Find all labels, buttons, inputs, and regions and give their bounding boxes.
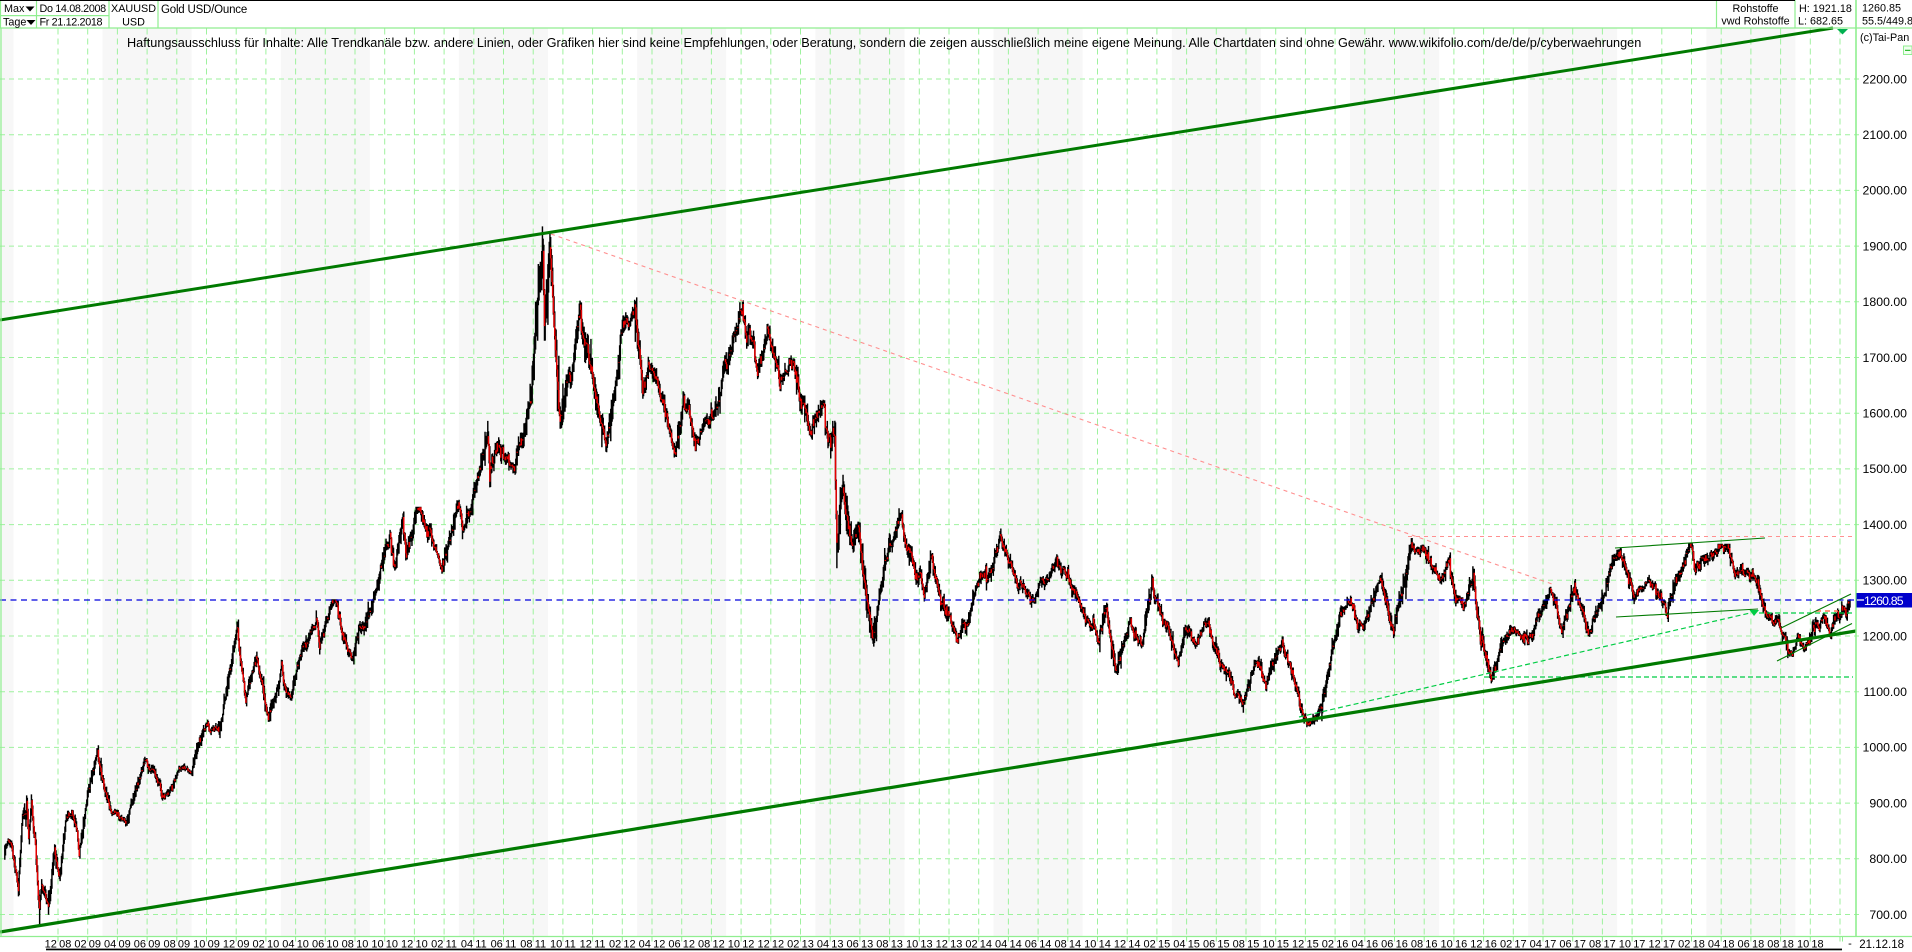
svg-text:1300.00: 1300.00 [1863, 574, 1908, 588]
svg-text:Haftungsausschluss für Inhalte: Haftungsausschluss für Inhalte: Alle Tre… [127, 36, 1641, 50]
svg-text:04 15: 04 15 [1173, 939, 1200, 951]
svg-text:Max: Max [4, 3, 25, 15]
svg-text:04 18: 04 18 [1708, 939, 1735, 951]
svg-text:21.12.18: 21.12.18 [1859, 939, 1904, 951]
svg-text:10 17: 10 17 [1619, 939, 1646, 951]
svg-text:2100.00: 2100.00 [1863, 128, 1908, 142]
svg-text:1800.00: 1800.00 [1863, 295, 1908, 309]
svg-text:08 18: 08 18 [1767, 939, 1794, 951]
svg-text:02 18: 02 18 [1678, 939, 1705, 951]
svg-text:06 14: 06 14 [1025, 939, 1052, 951]
svg-text:08 09: 08 09 [163, 939, 190, 951]
svg-text:06 11: 06 11 [491, 939, 517, 951]
svg-text:XAUUSD: XAUUSD [111, 3, 156, 15]
svg-text:12 11: 12 11 [580, 939, 606, 951]
svg-text:10 09: 10 09 [193, 939, 220, 951]
svg-text:02 14: 02 14 [965, 939, 992, 951]
svg-text:06 10: 06 10 [312, 939, 339, 951]
svg-text:10 16: 10 16 [1441, 939, 1468, 951]
svg-text:02 16: 02 16 [1322, 939, 1349, 951]
svg-text:10 13: 10 13 [906, 939, 933, 951]
svg-text:12 09: 12 09 [223, 939, 250, 951]
svg-text:10 11: 10 11 [550, 939, 576, 951]
svg-text:-: - [1848, 938, 1852, 950]
svg-text:1400.00: 1400.00 [1863, 518, 1908, 532]
svg-text:12 10: 12 10 [401, 939, 428, 951]
svg-text:06 17: 06 17 [1559, 939, 1586, 951]
svg-text:H: 1921.18: H: 1921.18 [1799, 3, 1852, 15]
svg-text:10 15: 10 15 [1262, 939, 1289, 951]
svg-text:08 13: 08 13 [876, 939, 903, 951]
svg-text:04 11: 04 11 [461, 939, 487, 951]
svg-text:02 09: 02 09 [74, 939, 101, 951]
svg-text:04 13: 04 13 [817, 939, 844, 951]
svg-text:08 10: 08 10 [342, 939, 369, 951]
svg-text:06 15: 06 15 [1203, 939, 1230, 951]
svg-text:1500.00: 1500.00 [1863, 462, 1908, 476]
svg-text:08 14: 08 14 [1054, 939, 1081, 951]
svg-text:12 17: 12 17 [1648, 939, 1675, 951]
svg-text:1700.00: 1700.00 [1863, 351, 1908, 365]
svg-text:1260.85: 1260.85 [1862, 3, 1901, 15]
svg-text:08 17: 08 17 [1589, 939, 1616, 951]
svg-text:04 09: 04 09 [104, 939, 131, 951]
svg-text:02 10: 02 10 [253, 939, 280, 951]
svg-text:1000.00: 1000.00 [1863, 741, 1908, 755]
svg-text:Tage: Tage [3, 17, 26, 29]
svg-text:04 12: 04 12 [639, 939, 666, 951]
svg-text:Gold USD/Ounce: Gold USD/Ounce [161, 4, 247, 16]
svg-text:06 18: 06 18 [1738, 939, 1765, 951]
svg-text:1200.00: 1200.00 [1863, 629, 1908, 643]
svg-text:06 13: 06 13 [847, 939, 874, 951]
svg-text:1260.85: 1260.85 [1864, 594, 1904, 608]
svg-text:vwd Rohstoffe: vwd Rohstoffe [1721, 16, 1789, 28]
svg-text:USD: USD [122, 17, 145, 29]
svg-text:10 14: 10 14 [1084, 939, 1111, 951]
svg-text:2000.00: 2000.00 [1863, 184, 1908, 198]
svg-text:02 11: 02 11 [431, 939, 457, 951]
svg-text:04 10: 04 10 [282, 939, 309, 951]
svg-text:08 15: 08 15 [1233, 939, 1260, 951]
svg-text:1900.00: 1900.00 [1863, 239, 1908, 253]
svg-text:08 16: 08 16 [1411, 939, 1438, 951]
svg-text:Do 14.08.2008: Do 14.08.2008 [40, 3, 107, 15]
svg-text:(c)Tai-Pan: (c)Tai-Pan [1860, 32, 1909, 44]
svg-text:06 12: 06 12 [668, 939, 695, 951]
svg-text:06 16: 06 16 [1381, 939, 1408, 951]
svg-text:55.5/449.8: 55.5/449.8 [1862, 16, 1912, 28]
svg-text:04 17: 04 17 [1530, 939, 1557, 951]
svg-text:04 16: 04 16 [1351, 939, 1378, 951]
svg-text:1100.00: 1100.00 [1863, 685, 1907, 699]
svg-text:900.00: 900.00 [1869, 796, 1907, 810]
svg-text:L: 682.65: L: 682.65 [1798, 16, 1843, 28]
svg-text:Fr 21.12.2018: Fr 21.12.2018 [40, 17, 103, 29]
svg-text:2200.00: 2200.00 [1863, 72, 1908, 86]
svg-text:02 17: 02 17 [1500, 939, 1527, 951]
svg-text:12 12: 12 12 [757, 939, 784, 951]
svg-text:04 14: 04 14 [995, 939, 1022, 951]
svg-text:10 10: 10 10 [371, 939, 398, 951]
svg-text:700.00: 700.00 [1869, 908, 1907, 922]
svg-text:06 09: 06 09 [134, 939, 161, 951]
svg-text:1600.00: 1600.00 [1863, 407, 1908, 421]
svg-text:12 15: 12 15 [1292, 939, 1319, 951]
svg-text:02 13: 02 13 [787, 939, 814, 951]
svg-text:12 13: 12 13 [936, 939, 963, 951]
svg-text:02 15: 02 15 [1144, 939, 1171, 951]
svg-text:Rohstoffe: Rohstoffe [1732, 3, 1778, 15]
svg-text:02 12: 02 12 [609, 939, 636, 951]
svg-text:08 12: 08 12 [698, 939, 725, 951]
svg-text:12 16: 12 16 [1470, 939, 1497, 951]
svg-text:08 11: 08 11 [520, 939, 546, 951]
svg-text:800.00: 800.00 [1869, 852, 1907, 866]
svg-text:12 08: 12 08 [45, 939, 72, 951]
svg-text:10 12: 10 12 [728, 939, 755, 951]
svg-text:10 18: 10 18 [1797, 939, 1824, 951]
svg-text:12 14: 12 14 [1114, 939, 1141, 951]
